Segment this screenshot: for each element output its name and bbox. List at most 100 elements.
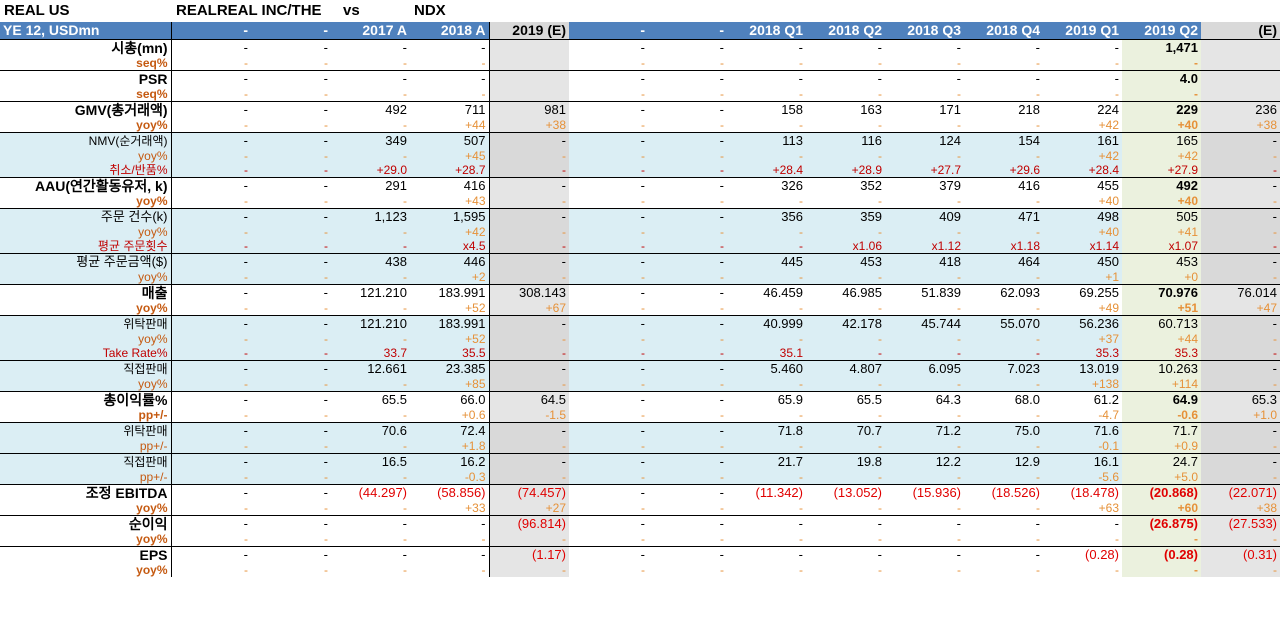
table-cell[interactable]: - [569,101,648,118]
table-cell[interactable]: - [569,360,648,377]
table-cell[interactable]: - [488,315,569,332]
table-cell[interactable]: - [1201,563,1280,577]
table-cell[interactable]: - [488,377,569,392]
table-cell[interactable]: - [251,470,331,485]
table-cell[interactable]: - [641,532,645,546]
table-cell[interactable]: 75.0 [964,422,1043,439]
table-cell[interactable]: - [727,70,806,87]
table-cell[interactable]: - [957,56,961,70]
table-cell[interactable]: - [569,470,648,485]
table-cell[interactable]: - [244,532,248,546]
table-cell[interactable]: +27 [488,501,569,516]
table-cell[interactable]: - [1043,39,1122,56]
table-cell[interactable]: - [799,501,803,515]
table-cell[interactable]: - [403,301,407,315]
table-cell[interactable]: +0.9 [1122,439,1201,454]
column-header[interactable]: 2017 A [331,22,410,40]
table-cell[interactable]: 70.7 [806,422,885,439]
table-cell[interactable]: 1,123 [331,208,410,225]
table-cell[interactable]: - [488,439,569,454]
table-cell[interactable]: - [410,39,490,56]
table-cell[interactable]: +29.6 [964,163,1043,178]
table-cell[interactable]: - [1036,563,1040,577]
row-label[interactable]: pp+/- [0,470,172,485]
table-cell[interactable]: - [251,484,331,501]
table-cell[interactable]: - [648,377,727,392]
table-cell[interactable]: - [1201,194,1280,209]
table-cell[interactable]: - [569,315,648,332]
table-cell[interactable]: +5.0 [1122,470,1201,485]
table-cell[interactable]: - [727,270,806,285]
table-cell[interactable]: x1.18 [964,239,1043,254]
table-cell[interactable]: - [957,532,961,546]
column-header[interactable]: - [171,22,251,40]
row-label[interactable]: yoy% [0,194,172,209]
table-cell[interactable]: +27.9 [1122,163,1201,178]
table-cell[interactable]: - [648,470,727,485]
table-cell[interactable]: 19.8 [806,453,885,470]
table-cell[interactable]: - [171,208,251,225]
table-cell[interactable]: - [648,453,727,470]
table-cell[interactable]: 55.070 [964,315,1043,332]
table-cell[interactable]: 121.210 [331,284,410,301]
table-cell[interactable]: +44 [410,118,490,133]
table-cell[interactable]: - [171,484,251,501]
table-cell[interactable]: - [331,546,410,563]
table-cell[interactable]: 70.6 [331,422,410,439]
table-cell[interactable]: +37 [1043,332,1122,346]
table-cell[interactable]: - [878,194,882,208]
table-cell[interactable]: 291 [331,177,410,194]
table-cell[interactable]: +2 [410,270,490,285]
table-cell[interactable]: - [957,301,961,315]
table-cell[interactable]: - [720,563,724,577]
table-cell[interactable]: - [244,563,248,577]
table-cell[interactable]: - [727,225,806,239]
table-cell[interactable]: - [648,163,727,178]
table-cell[interactable]: - [488,253,569,270]
table-cell[interactable]: - [324,56,328,70]
table-cell[interactable]: 10.263 [1122,360,1201,377]
column-header[interactable]: 2018 Q2 [806,22,885,40]
table-cell[interactable]: - [727,439,806,454]
table-cell[interactable]: (44.297) [331,484,410,501]
table-cell[interactable]: - [324,87,328,101]
table-cell[interactable]: 51.839 [885,284,964,301]
table-cell[interactable]: - [251,163,331,178]
table-cell[interactable]: - [324,563,328,577]
table-cell[interactable]: - [244,56,248,70]
table-cell[interactable]: - [171,391,251,408]
table-cell[interactable]: -1.5 [488,408,569,423]
table-cell[interactable]: -5.6 [1043,470,1122,485]
table-cell[interactable]: (27.533) [1201,515,1280,532]
table-cell[interactable]: +40 [1043,225,1122,239]
table-cell[interactable]: - [171,177,251,194]
table-cell[interactable]: 409 [885,208,964,225]
table-cell[interactable]: - [1043,70,1122,87]
table-cell[interactable]: - [171,132,251,149]
table-cell[interactable]: 416 [410,177,490,194]
table-cell[interactable]: - [171,315,251,332]
row-label[interactable]: yoy% [0,501,172,516]
row-label[interactable]: Take Rate% [0,346,172,361]
table-cell[interactable]: - [569,453,648,470]
table-cell[interactable]: - [569,391,648,408]
table-cell[interactable]: - [727,470,806,485]
row-label[interactable]: 취소/반품% [0,163,172,178]
column-header[interactable]: - [648,22,727,40]
row-label[interactable]: 직접판매 [0,453,172,470]
table-cell[interactable]: x1.06 [806,239,885,254]
table-cell[interactable]: - [171,377,251,392]
column-header[interactable]: 2019 Q2 [1122,22,1201,40]
table-cell[interactable]: - [410,563,490,577]
table-cell[interactable]: - [1201,208,1280,225]
table-cell[interactable]: - [569,253,648,270]
table-cell[interactable]: (1.17) [488,546,569,563]
table-cell[interactable]: - [251,253,331,270]
table-cell[interactable]: - [569,225,648,239]
table-cell[interactable]: - [403,194,407,208]
table-cell[interactable]: - [324,408,328,422]
table-cell[interactable]: +33 [410,501,490,516]
table-cell[interactable]: +44 [1122,332,1201,346]
table-cell[interactable]: - [1036,408,1040,422]
table-cell[interactable]: 507 [410,132,490,149]
